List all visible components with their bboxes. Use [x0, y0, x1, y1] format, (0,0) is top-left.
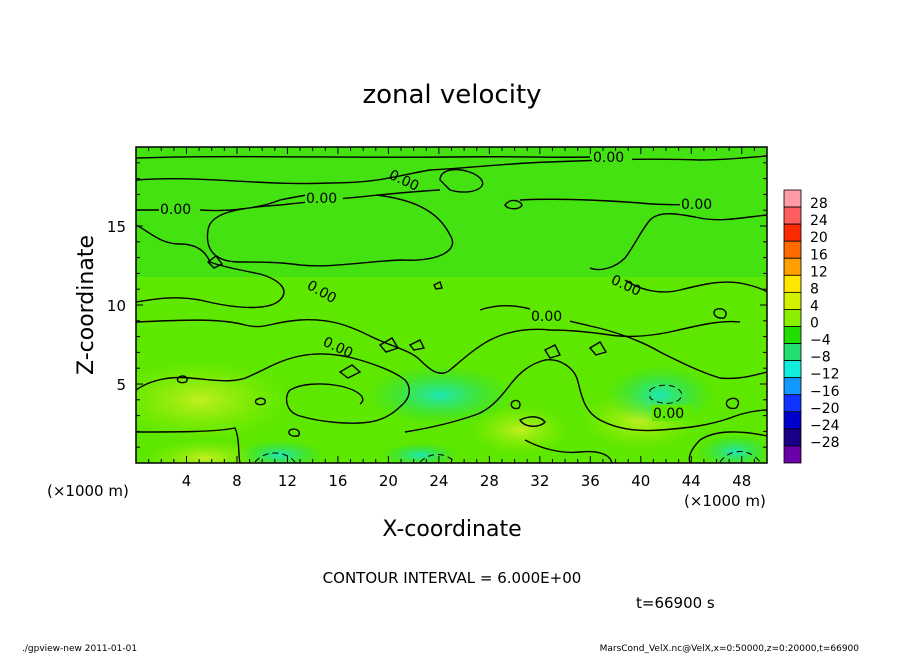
y-tick-label: 10 — [107, 297, 126, 315]
colorbar-label: −16 — [810, 384, 840, 400]
x-tick-label: 16 — [328, 472, 347, 490]
colorbar-label: −4 — [810, 333, 831, 349]
x-unit-label-right: (×1000 m) — [684, 492, 766, 510]
colorbar-swatch — [783, 394, 802, 413]
colorbar-swatch — [783, 189, 802, 208]
contour-lines — [136, 155, 767, 463]
y-tick-label: 15 — [107, 218, 126, 236]
y-axis: 5 10 15 — [107, 162, 767, 448]
colorbar-swatch — [783, 257, 802, 276]
contour-label: 0.00 — [531, 309, 562, 325]
colorbar-label: 28 — [810, 196, 828, 212]
colorbar-swatch — [783, 309, 802, 327]
colorbar-label: 4 — [810, 298, 819, 314]
colorbar-label: −24 — [810, 418, 840, 434]
footer-left: ./gpview-new 2011-01-01 — [22, 644, 137, 654]
x-tick-label: 48 — [732, 472, 751, 490]
x-tick-label: 20 — [379, 472, 398, 490]
colorbar-swatch — [783, 206, 802, 225]
colorbar-label: −28 — [810, 435, 840, 451]
negative-contours — [254, 384, 761, 463]
cool-region — [695, 434, 767, 463]
x-tick-label: 24 — [429, 472, 448, 490]
x-tick-label: 12 — [278, 472, 297, 490]
x-tick-label: 8 — [232, 472, 242, 490]
colorbar-swatch — [783, 428, 802, 447]
colorbar-label: 20 — [810, 230, 828, 246]
colorbar-swatch — [783, 240, 802, 259]
x-tick-label: 36 — [581, 472, 600, 490]
warm-region — [145, 440, 265, 463]
x-tick-label: 40 — [631, 472, 650, 490]
colorbar-label: 12 — [810, 264, 828, 280]
colorbar-label: 16 — [810, 247, 828, 263]
x-tick-label: 28 — [480, 472, 499, 490]
x-unit-label-left: (×1000 m) — [47, 482, 129, 500]
colorbar-swatch — [783, 343, 802, 362]
warm-region — [470, 405, 570, 455]
contour-label: 0.00 — [593, 150, 624, 166]
contour-label: 0.00 — [681, 197, 712, 213]
colorbar-label: −12 — [810, 367, 840, 383]
cool-region — [235, 440, 325, 463]
y-axis-title: Z-coordinate — [74, 235, 99, 375]
colorbar-label: −8 — [810, 350, 831, 366]
warm-region — [136, 360, 290, 440]
cool-region — [365, 365, 515, 425]
colorbar-swatch — [783, 291, 802, 310]
colorbar-swatch — [783, 377, 802, 396]
cool-region — [380, 443, 460, 463]
footer-right: MarsCond_VelX.nc@VelX,x=0:50000,z=0:2000… — [600, 644, 860, 654]
x-tick-label: 44 — [682, 472, 701, 490]
chart-title: zonal velocity — [362, 80, 541, 110]
x-tick-label: 4 — [182, 472, 192, 490]
colorbar-swatch — [783, 274, 802, 293]
colorbar-label: −20 — [810, 401, 840, 417]
plot-area: 0.00 0.00 0.00 0.00 0.00 0.00 0.00 0.00 … — [135, 146, 768, 464]
contour-label: 0.00 — [306, 191, 337, 207]
contour-interval-text: CONTOUR INTERVAL = 6.000E+00 — [323, 569, 582, 587]
colorbar-swatch — [783, 326, 802, 344]
x-tick-label: 32 — [530, 472, 549, 490]
colorbar-swatch — [783, 445, 802, 464]
colorbar-label: 24 — [810, 213, 828, 229]
y-tick-label: 5 — [116, 376, 126, 394]
x-axis-title: X-coordinate — [382, 517, 521, 542]
colorbar-swatch — [783, 360, 802, 379]
colorbar-label: 8 — [810, 281, 819, 297]
time-label: t=66900 s — [636, 594, 715, 612]
contour-label: 0.00 — [653, 406, 684, 422]
contour-label: 0.00 — [160, 202, 191, 218]
colorbar-swatch — [783, 223, 802, 242]
colorbar-label: 0 — [810, 316, 819, 332]
colorbar-swatch — [783, 411, 802, 430]
x-axis: 4 8 12 16 20 24 28 32 36 40 44 48 — [148, 147, 755, 490]
